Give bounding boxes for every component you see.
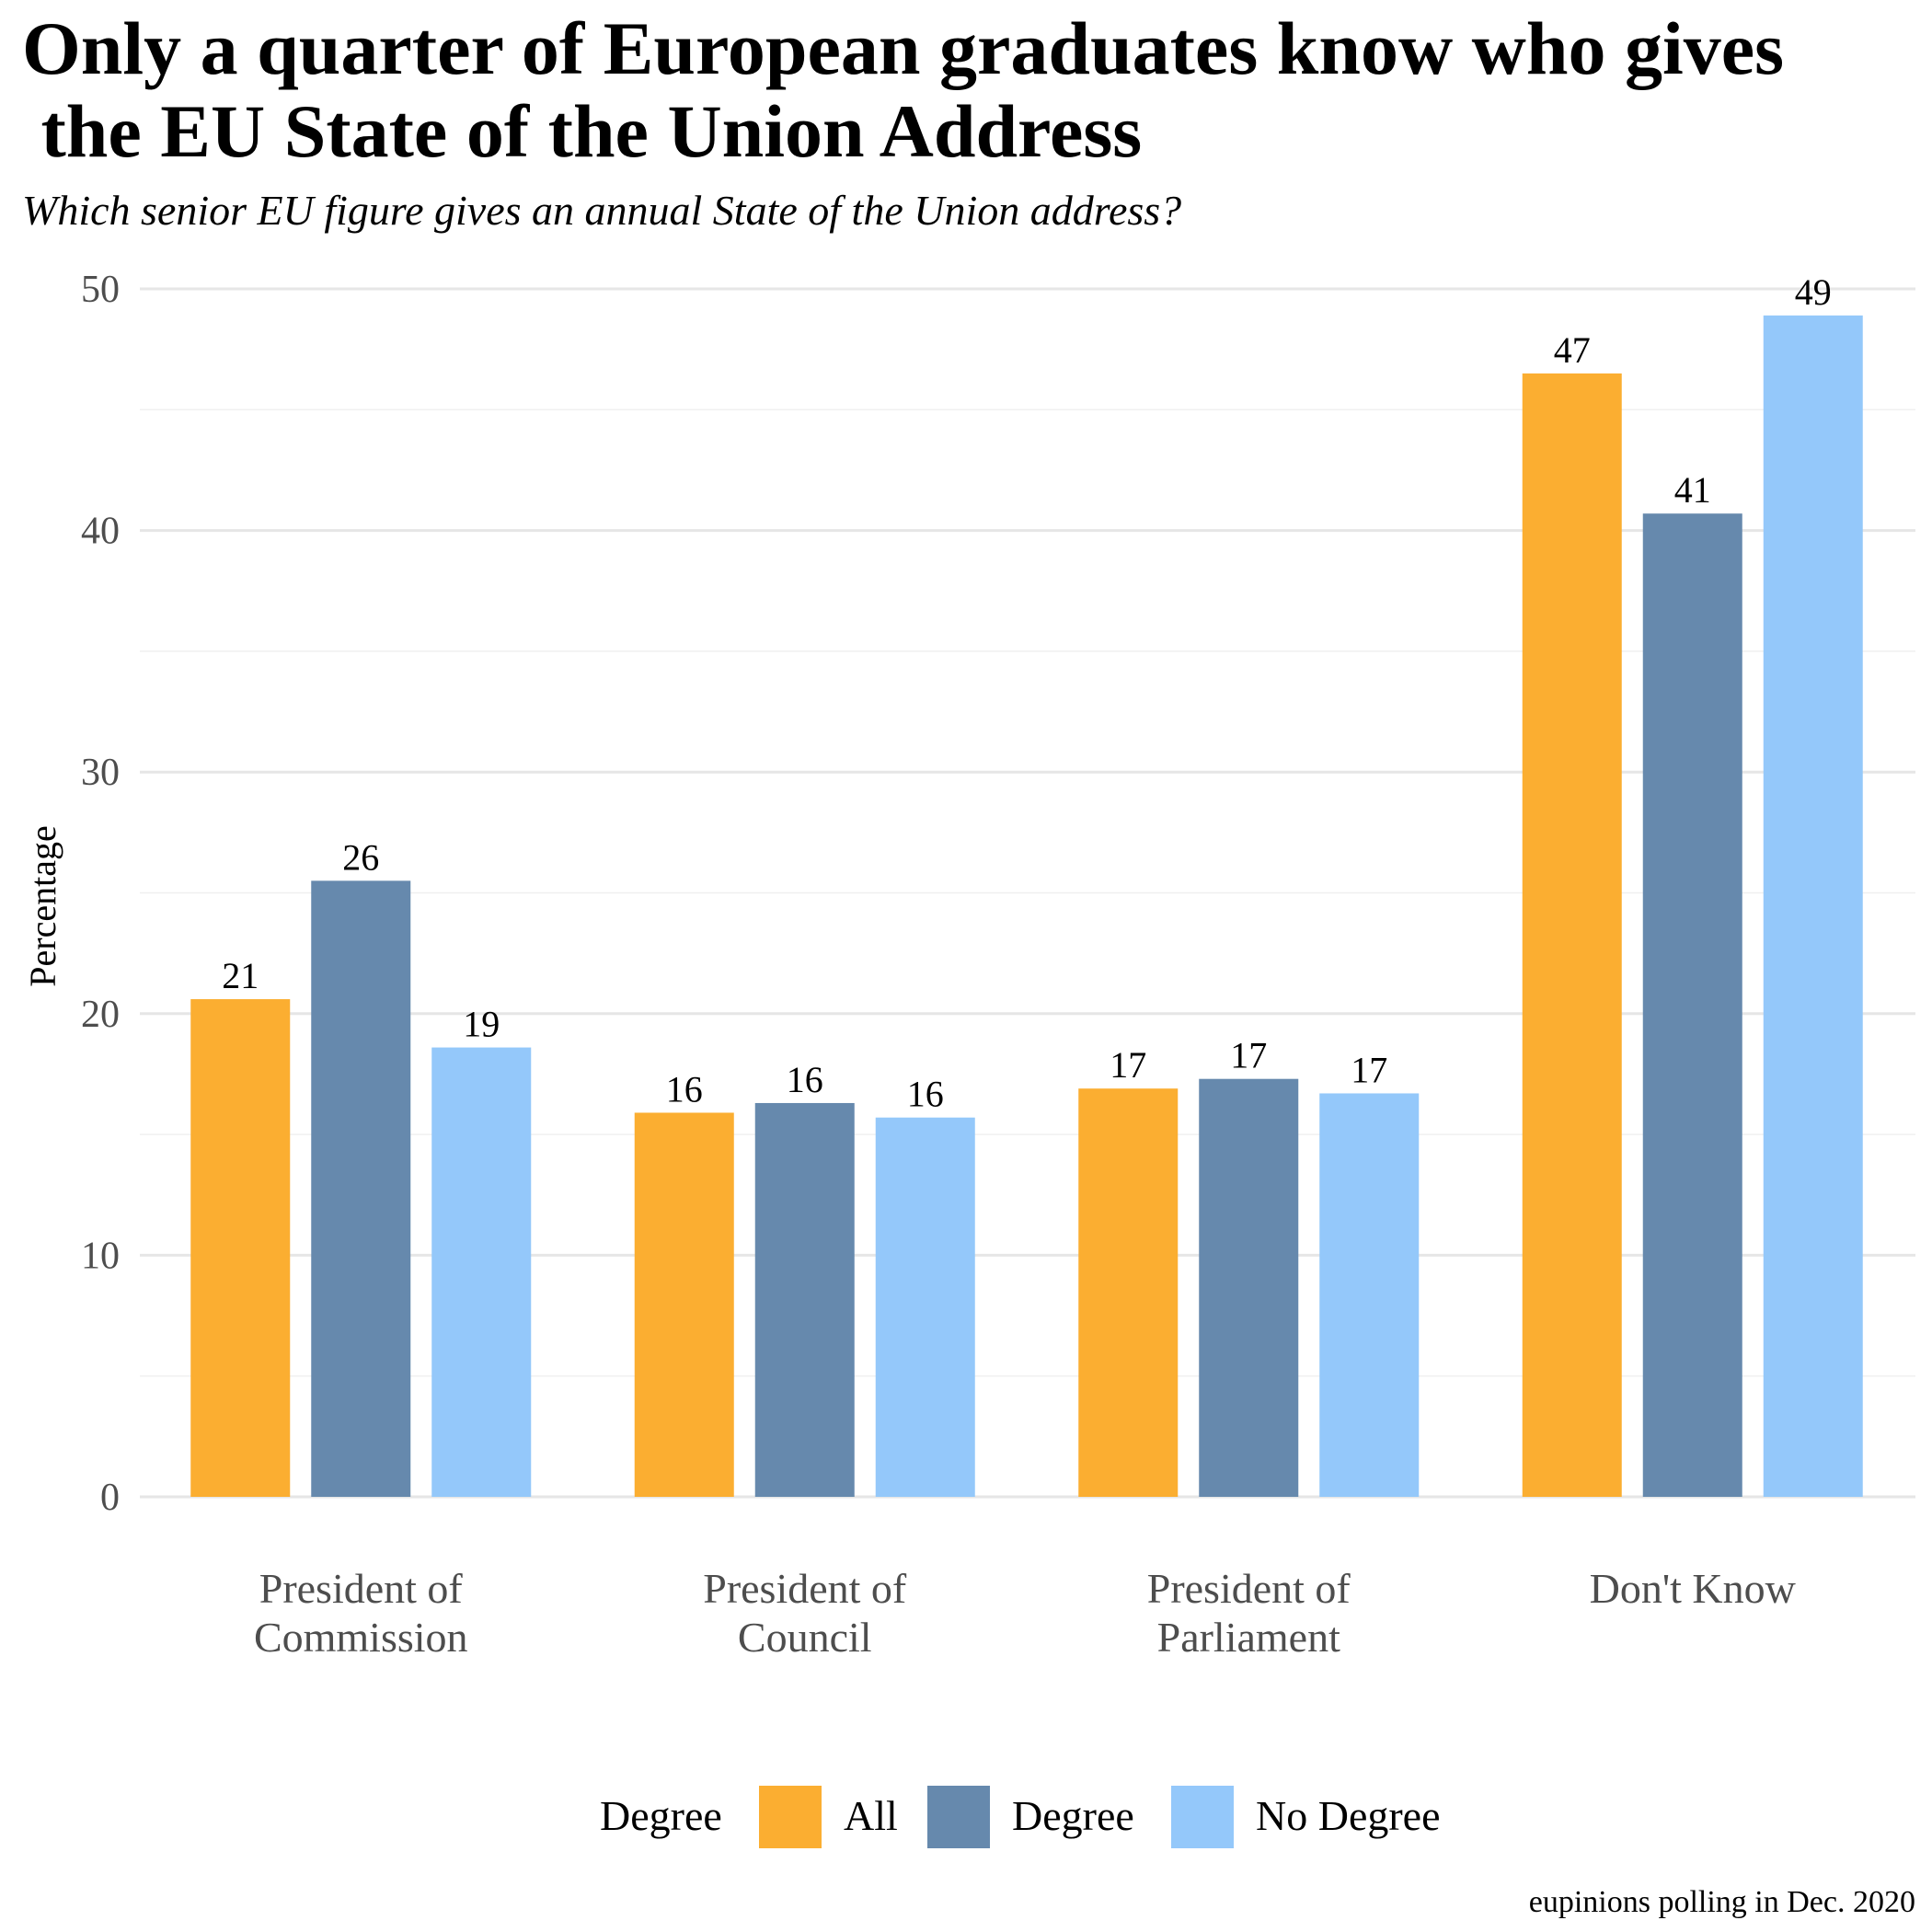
bars	[190, 315, 1863, 1497]
data-labels: 21 26 19 16 16 16 17 17 17 47 41 49	[222, 271, 1832, 1115]
data-label: 17	[1110, 1044, 1146, 1086]
bar	[634, 1112, 734, 1497]
bar	[1199, 1078, 1299, 1497]
x-tick-label: President of	[259, 1565, 464, 1612]
legend-item-label: Degree	[1012, 1792, 1134, 1839]
x-tick-label: Commission	[254, 1614, 468, 1661]
data-label: 26	[342, 836, 379, 878]
data-label: 16	[787, 1059, 823, 1100]
chart-caption: eupinions polling in Dec. 2020	[1529, 1885, 1915, 1919]
legend-title: Degree	[600, 1792, 722, 1839]
legend-item-label: No Degree	[1256, 1792, 1441, 1839]
data-label: 17	[1351, 1049, 1387, 1090]
bar	[754, 1102, 855, 1497]
data-label: 19	[463, 1004, 500, 1045]
chart-title-line-2: the EU State of the Union Address	[22, 89, 1142, 173]
y-tick-label: 10	[81, 1235, 120, 1277]
x-tick-label: President of	[1147, 1565, 1351, 1612]
x-tick-label: Council	[738, 1614, 872, 1661]
legend-key	[927, 1786, 990, 1848]
legend-key	[759, 1786, 822, 1848]
y-axis-title: Percentage	[22, 825, 63, 986]
y-tick-label: 50	[81, 269, 120, 311]
bar	[1763, 315, 1863, 1497]
chart-subtitle: Which senior EU figure gives an annual S…	[22, 187, 1181, 234]
data-label: 21	[222, 955, 259, 996]
bar	[311, 880, 411, 1497]
bar	[1522, 373, 1622, 1497]
data-label: 16	[907, 1074, 944, 1115]
data-label: 47	[1554, 329, 1591, 371]
legend-item-label: All	[844, 1792, 898, 1839]
bar	[875, 1117, 975, 1497]
x-tick-label: President of	[703, 1565, 907, 1612]
y-tick-label: 40	[81, 511, 120, 553]
data-label: 41	[1674, 469, 1711, 511]
bar	[431, 1047, 532, 1497]
legend: Degree All Degree No Degree	[600, 1786, 1441, 1848]
bar	[1078, 1088, 1179, 1497]
y-tick-label: 0	[100, 1477, 120, 1519]
y-tick-label: 30	[81, 752, 120, 794]
y-tick-label: 20	[81, 994, 120, 1036]
bar	[190, 999, 291, 1497]
legend-key	[1171, 1786, 1234, 1848]
y-axis-ticks: 0 10 20 30 40 50	[81, 269, 120, 1519]
chart-title-line-1: Only a quarter of European graduates kno…	[22, 6, 1784, 90]
x-tick-label: Parliament	[1157, 1614, 1340, 1661]
data-label: 16	[666, 1068, 703, 1110]
data-label: 17	[1230, 1035, 1267, 1076]
data-label: 49	[1795, 271, 1832, 313]
x-tick-label: Don't Know	[1590, 1565, 1797, 1612]
bar	[1642, 513, 1742, 1497]
bar	[1319, 1093, 1420, 1497]
